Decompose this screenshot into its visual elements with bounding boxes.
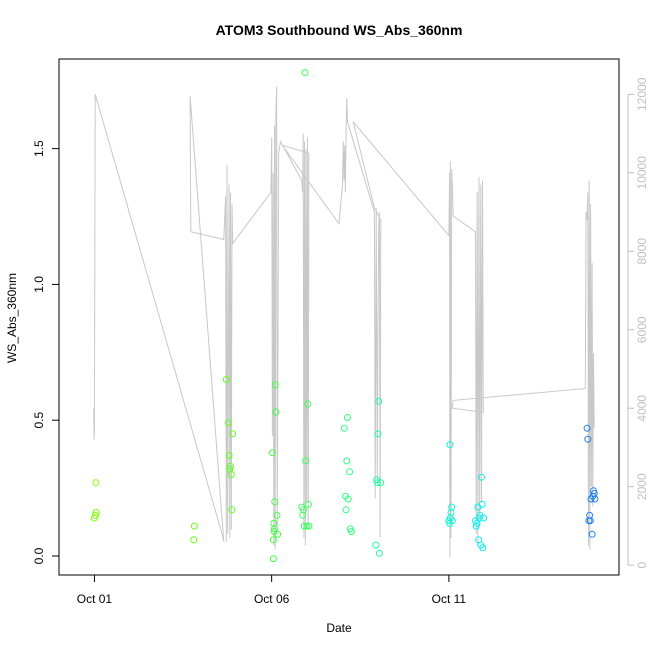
y-tick-label: 0.0 [32, 547, 46, 564]
data-point [268, 449, 276, 457]
data-point [300, 522, 308, 530]
data-point [344, 495, 352, 503]
data-point [342, 506, 350, 514]
data-point [375, 549, 383, 557]
data-point [92, 509, 100, 516]
data-point [271, 381, 279, 389]
data-point [227, 471, 235, 478]
y2-tick-label: 10000 [635, 156, 649, 190]
x-tick-label: Oct 06 [254, 592, 290, 606]
data-point [271, 525, 278, 533]
data-point [475, 514, 483, 522]
x-axis: Oct 01 Oct 06 Oct 11 [77, 574, 467, 606]
x-axis-label: Date [326, 621, 352, 635]
data-point [304, 400, 312, 408]
y-tick-label: 0.5 [32, 412, 46, 429]
y-tick-label: 1.5 [32, 140, 46, 157]
data-point [583, 424, 591, 432]
data-point [588, 530, 596, 538]
data-point [586, 511, 594, 519]
data-point [586, 517, 594, 525]
data-point [92, 479, 100, 487]
data-point [343, 457, 351, 465]
y2-tick-label: 8000 [635, 238, 649, 265]
data-point [271, 498, 279, 506]
points-layer [90, 69, 599, 563]
data-point [229, 430, 237, 438]
altitude-series-line [93, 86, 595, 558]
data-point [190, 522, 198, 530]
data-point [446, 441, 454, 449]
data-point [300, 506, 308, 514]
data-point [222, 376, 230, 383]
data-point [374, 430, 382, 438]
y-axis-right: 0 2000 4000 6000 8000 10000 12000 [627, 77, 649, 569]
data-point [590, 487, 597, 495]
chart-title: ATOM3 Southbound WS_Abs_360nm [216, 22, 463, 38]
data-point [272, 408, 280, 416]
data-point [92, 511, 99, 519]
x-tick-label: Oct 11 [432, 592, 467, 606]
data-point [302, 457, 310, 465]
altitude-line-layer [93, 86, 595, 558]
y2-tick-label: 4000 [635, 395, 649, 422]
data-point [225, 452, 233, 459]
data-point [472, 522, 480, 530]
data-point [340, 424, 348, 432]
y2-tick-label: 0 [635, 562, 649, 569]
data-point [375, 397, 383, 405]
data-point [274, 530, 282, 538]
data-point [584, 435, 592, 443]
data-point [478, 500, 486, 508]
data-point [447, 509, 455, 516]
data-point [305, 500, 312, 508]
y-axis-left: 0.0 0.5 1.0 1.5 [32, 140, 59, 564]
data-point [448, 503, 456, 511]
y2-tick-label: 6000 [635, 316, 649, 343]
data-point [269, 555, 277, 563]
data-point [372, 541, 380, 549]
plot-frame [58, 58, 620, 576]
data-point [344, 414, 351, 421]
data-point [591, 495, 599, 503]
data-point [273, 511, 281, 519]
y2-tick-label: 12000 [635, 77, 649, 111]
data-point [480, 514, 488, 522]
data-point [190, 536, 198, 544]
data-point [478, 473, 485, 481]
y-axis-label: WS_Abs_360nm [5, 273, 19, 363]
data-point [227, 462, 234, 470]
data-point [347, 528, 355, 535]
y-tick-label: 1.0 [32, 276, 46, 293]
data-point [301, 69, 309, 77]
y2-tick-label: 2000 [635, 473, 649, 500]
data-point [305, 522, 313, 530]
x-tick-label: Oct 01 [77, 592, 113, 606]
data-point [448, 517, 456, 525]
data-point [228, 506, 236, 514]
data-point [269, 536, 277, 544]
data-point [479, 544, 487, 552]
data-point [346, 468, 354, 476]
data-point [224, 419, 232, 427]
data-point [377, 479, 385, 487]
data-point [373, 479, 381, 487]
data-point [270, 519, 278, 527]
